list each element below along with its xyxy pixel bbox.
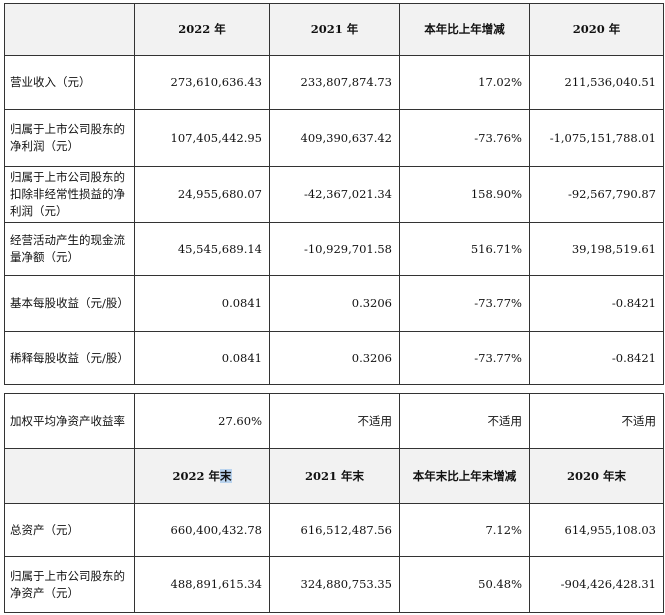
value-2020: -1,075,151,788.01 — [529, 109, 664, 167]
value-2020: 不适用 — [529, 393, 664, 449]
value-change: 7.12% — [399, 503, 530, 557]
row-label: 基本每股收益（元/股） — [4, 275, 135, 332]
header-cell-empty — [4, 3, 135, 56]
table-row: 经营活动产生的现金流量净额（元） 45,545,689.14 -10,929,7… — [4, 222, 664, 276]
value-2022: 660,400,432.78 — [134, 503, 270, 557]
value-2022: 0.0841 — [134, 331, 270, 385]
value-change: -73.76% — [399, 109, 530, 167]
header-cell-empty — [4, 448, 135, 504]
table-header-row: 2022 年 2021 年 本年比上年增减 2020 年 — [4, 3, 664, 56]
header-2022-end: 2022 年末 — [134, 448, 270, 504]
row-label: 营业收入（元） — [4, 55, 135, 110]
table-row: 加权平均净资产收益率 27.60% 不适用 不适用 不适用 — [4, 393, 664, 449]
header-2022-end-highlight: 末 — [220, 468, 232, 483]
table-row: 归属于上市公司股东的扣除非经常性损益的净利润（元） 24,955,680.07 … — [4, 166, 664, 223]
table-row: 基本每股收益（元/股） 0.0841 0.3206 -73.77% -0.842… — [4, 275, 664, 332]
row-label: 归属于上市公司股东的净资产（元） — [4, 556, 135, 613]
value-change: 158.90% — [399, 166, 530, 223]
row-label: 总资产（元） — [4, 503, 135, 557]
header-2020: 2020 年 — [529, 3, 664, 56]
header-2020-end: 2020 年末 — [529, 448, 664, 504]
value-2022: 107,405,442.95 — [134, 109, 270, 167]
row-label: 稀释每股收益（元/股） — [4, 331, 135, 385]
value-change: -73.77% — [399, 331, 530, 385]
value-2020: -92,567,790.87 — [529, 166, 664, 223]
value-2021: 233,807,874.73 — [269, 55, 400, 110]
value-2020: -0.8421 — [529, 275, 664, 332]
row-label: 归属于上市公司股东的扣除非经常性损益的净利润（元） — [4, 166, 135, 223]
row-label: 经营活动产生的现金流量净额（元） — [4, 222, 135, 276]
value-2020: 211,536,040.51 — [529, 55, 664, 110]
table-header-row: 2022 年末 2021 年末 本年末比上年末增减 2020 年末 — [4, 448, 664, 504]
value-2021: 0.3206 — [269, 331, 400, 385]
table-row: 营业收入（元） 273,610,636.43 233,807,874.73 17… — [4, 55, 664, 110]
value-2021: 不适用 — [269, 393, 400, 449]
value-2020: -904,426,428.31 — [529, 556, 664, 613]
value-2022: 45,545,689.14 — [134, 222, 270, 276]
header-2022: 2022 年 — [134, 3, 270, 56]
value-change: 不适用 — [399, 393, 530, 449]
value-change: 50.48% — [399, 556, 530, 613]
row-label: 归属于上市公司股东的净利润（元） — [4, 109, 135, 167]
value-2021: 409,390,637.42 — [269, 109, 400, 167]
value-2021: 324,880,753.35 — [269, 556, 400, 613]
header-change: 本年比上年增减 — [399, 3, 530, 56]
value-2020: -0.8421 — [529, 331, 664, 385]
row-label: 加权平均净资产收益率 — [4, 393, 135, 449]
value-2021: -10,929,701.58 — [269, 222, 400, 276]
value-2021: 616,512,487.56 — [269, 503, 400, 557]
header-2021-end: 2021 年末 — [269, 448, 400, 504]
return-and-assets-table: 加权平均净资产收益率 27.60% 不适用 不适用 不适用 2022 年末 20… — [4, 393, 664, 613]
table-row: 归属于上市公司股东的净利润（元） 107,405,442.95 409,390,… — [4, 109, 664, 167]
value-2022: 488,891,615.34 — [134, 556, 270, 613]
value-2021: -42,367,021.34 — [269, 166, 400, 223]
value-2021: 0.3206 — [269, 275, 400, 332]
header-change-end: 本年末比上年末增减 — [399, 448, 530, 504]
value-2022: 0.0841 — [134, 275, 270, 332]
value-2020: 614,955,108.03 — [529, 503, 664, 557]
table-row: 总资产（元） 660,400,432.78 616,512,487.56 7.1… — [4, 503, 664, 557]
table-row: 归属于上市公司股东的净资产（元） 488,891,615.34 324,880,… — [4, 556, 664, 613]
table-row: 稀释每股收益（元/股） 0.0841 0.3206 -73.77% -0.842… — [4, 331, 664, 385]
financial-indicators-table: 2022 年 2021 年 本年比上年增减 2020 年 营业收入（元） 273… — [4, 3, 664, 385]
value-change: -73.77% — [399, 275, 530, 332]
header-2021: 2021 年 — [269, 3, 400, 56]
header-2022-end-main: 2022 年 — [172, 468, 220, 483]
value-2022: 273,610,636.43 — [134, 55, 270, 110]
value-change: 17.02% — [399, 55, 530, 110]
value-change: 516.71% — [399, 222, 530, 276]
value-2020: 39,198,519.61 — [529, 222, 664, 276]
value-2022: 27.60% — [134, 393, 270, 449]
value-2022: 24,955,680.07 — [134, 166, 270, 223]
